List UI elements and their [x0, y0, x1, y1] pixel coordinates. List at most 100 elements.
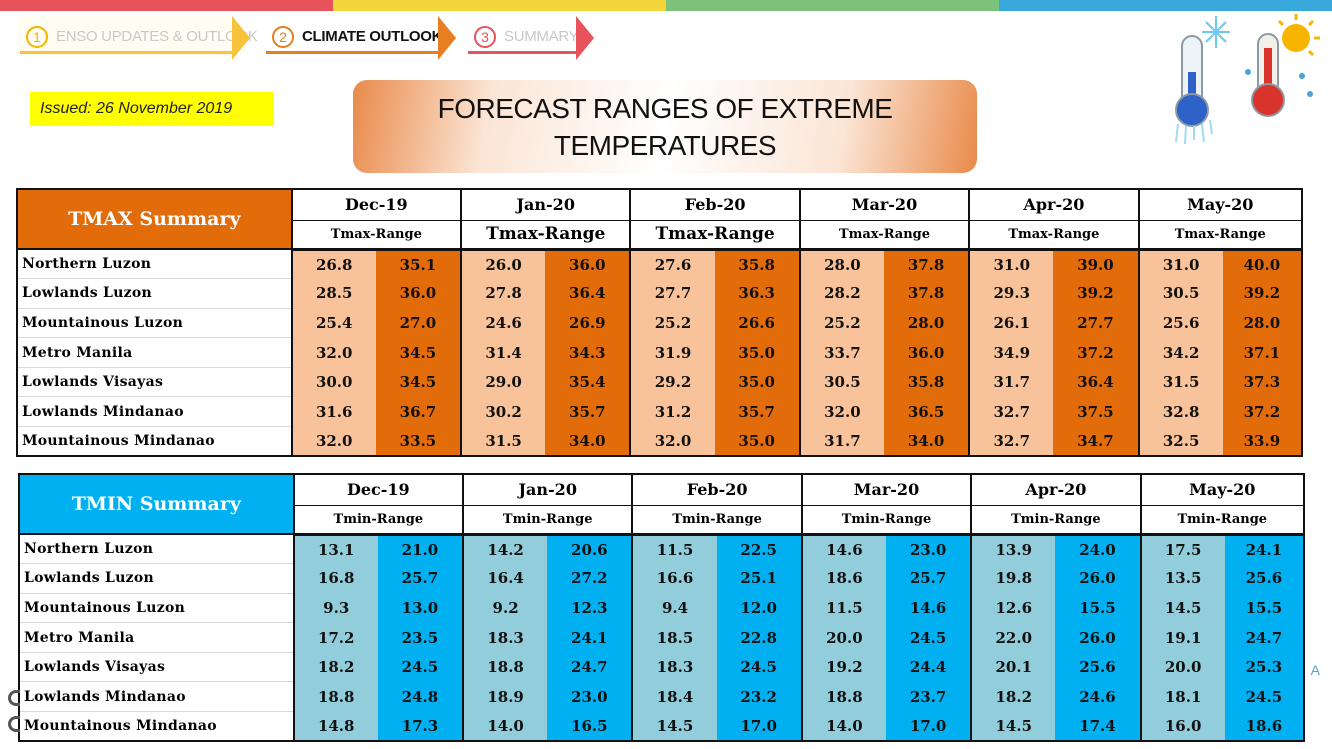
range-min-cell: 31.6 [290, 396, 376, 427]
range-max-cell: 23.5 [377, 622, 464, 653]
month-header: May-20 [1137, 188, 1304, 221]
range-header: Tmin-Range [800, 504, 973, 536]
range-max-cell: 37.2 [1053, 337, 1139, 368]
range-min-cell: 18.9 [462, 681, 548, 712]
logo-fragment-right: A [1310, 662, 1320, 678]
region-name: Lowlands Visayas [16, 367, 292, 398]
range-max-cell: 27.2 [547, 563, 633, 594]
range-min-cell: 18.3 [462, 622, 548, 653]
step-label: ENSO UPDATES & OUTLOOK [56, 27, 258, 45]
range-max-cell: 12.0 [716, 593, 802, 623]
range-max-cell: 24.7 [1224, 622, 1306, 653]
range-max-cell: 34.5 [375, 337, 462, 368]
chevron-right-icon [438, 16, 456, 60]
range-min-cell: 18.2 [970, 681, 1056, 712]
month-header: Dec-19 [292, 473, 465, 506]
range-min-cell: 18.3 [631, 652, 717, 682]
region-name: Lowlands Mindanao [16, 396, 292, 428]
range-max-cell: 24.4 [885, 652, 972, 682]
range-min-cell: 14.5 [970, 711, 1056, 743]
range-min-cell: 32.7 [968, 426, 1054, 458]
range-header: Tmax-Range [460, 219, 632, 251]
range-min-cell: 20.0 [800, 622, 886, 653]
range-max-cell: 40.0 [1222, 249, 1304, 279]
range-max-cell: 36.0 [375, 278, 462, 309]
step-number: 3 [474, 26, 496, 48]
range-min-cell: 16.8 [292, 563, 378, 594]
region-name: Lowlands Mindanao [18, 681, 294, 713]
range-max-cell: 27.0 [375, 308, 462, 338]
range-min-cell: 16.0 [1139, 711, 1225, 743]
range-max-cell: 39.2 [1053, 278, 1139, 309]
range-max-cell: 25.6 [1055, 652, 1141, 682]
top-stripe-blue [999, 0, 1332, 11]
nav-step-climate-outlook[interactable]: 2 CLIMATE OUTLOOK [264, 16, 456, 60]
range-min-cell: 27.8 [460, 278, 546, 309]
range-min-cell: 9.2 [462, 593, 548, 623]
table-row: Lowlands Mindanao 18.8 24.8 18.9 23.0 18.4 23.… [18, 681, 1306, 713]
range-header: Tmin-Range [970, 504, 1142, 536]
range-max-cell: 24.1 [1224, 534, 1306, 564]
range-max-cell: 39.0 [1053, 249, 1139, 279]
tmin-summary-table: TMIN Summary Dec-19 Jan-20 Feb-20 Mar-20… [18, 473, 1306, 743]
range-max-cell: 28.0 [883, 308, 970, 338]
range-min-cell: 32.5 [1137, 426, 1223, 458]
range-min-cell: 18.8 [462, 652, 548, 682]
region-name: Lowlands Luzon [16, 278, 292, 309]
range-header: Tmax-Range [290, 219, 463, 251]
top-stripe-green [666, 0, 999, 11]
region-name: Mountainous Luzon [18, 593, 294, 624]
range-max-cell: 25.6 [1224, 563, 1306, 594]
region-name: Mountainous Luzon [16, 308, 292, 339]
range-max-cell: 24.1 [547, 622, 633, 653]
range-max-cell: 17.3 [377, 711, 464, 743]
range-max-cell: 24.5 [377, 652, 464, 682]
range-min-cell: 14.8 [292, 711, 378, 743]
range-max-cell: 33.9 [1222, 426, 1304, 458]
range-min-cell: 32.0 [629, 426, 715, 458]
page-title-line-1: FORECAST RANGES OF EXTREME [437, 92, 893, 124]
table-row: Lowlands Mindanao 31.6 36.7 30.2 35.7 31.2 35.… [16, 396, 1304, 428]
range-min-cell: 18.1 [1139, 681, 1225, 712]
range-min-cell: 31.5 [1137, 367, 1223, 397]
range-min-cell: 19.2 [800, 652, 886, 682]
range-max-cell: 35.0 [714, 337, 800, 368]
range-max-cell: 21.0 [377, 534, 464, 564]
range-max-cell: 35.8 [714, 249, 800, 279]
range-max-cell: 24.5 [716, 652, 802, 682]
range-max-cell: 23.7 [885, 681, 972, 712]
table-row: Lowlands Luzon 28.5 36.0 27.8 36.4 27.7 36.3 28… [16, 278, 1304, 309]
range-min-cell: 31.2 [629, 396, 715, 427]
range-min-cell: 34.9 [968, 337, 1054, 368]
range-min-cell: 18.5 [631, 622, 717, 653]
nav-step-enso[interactable]: 1 ENSO UPDATES & OUTLOOK [18, 16, 258, 60]
range-max-cell: 35.8 [883, 367, 970, 397]
region-name: Mountainous Mindanao [16, 426, 292, 458]
range-max-cell: 34.0 [883, 426, 970, 458]
range-min-cell: 19.1 [1139, 622, 1225, 653]
range-min-cell: 13.9 [970, 534, 1056, 564]
nav-step-summary[interactable]: 3 SUMMARY [466, 16, 594, 60]
issued-date-badge: Issued: 26 November 2019 [30, 92, 274, 126]
range-min-cell: 25.2 [798, 308, 884, 338]
range-max-cell: 12.3 [547, 593, 633, 623]
range-min-cell: 31.4 [460, 337, 546, 368]
range-max-cell: 35.7 [714, 396, 800, 427]
range-max-cell: 26.0 [1055, 563, 1141, 594]
range-max-cell: 15.5 [1224, 593, 1306, 623]
range-max-cell: 26.0 [1055, 622, 1141, 653]
range-max-cell: 36.5 [883, 396, 970, 427]
range-max-cell: 27.7 [1053, 308, 1139, 338]
range-max-cell: 23.2 [716, 681, 802, 712]
range-max-cell: 26.9 [545, 308, 631, 338]
range-min-cell: 14.0 [800, 711, 886, 743]
range-max-cell: 25.7 [377, 563, 464, 594]
range-max-cell: 35.7 [545, 396, 631, 427]
range-max-cell: 34.3 [545, 337, 631, 368]
range-max-cell: 33.5 [375, 426, 462, 458]
range-header: Tmax-Range [798, 219, 971, 251]
range-header: Tmax-Range [1137, 219, 1304, 251]
range-max-cell: 35.1 [375, 249, 462, 279]
range-max-cell: 23.0 [885, 534, 972, 564]
range-header: Tmin-Range [631, 504, 803, 536]
